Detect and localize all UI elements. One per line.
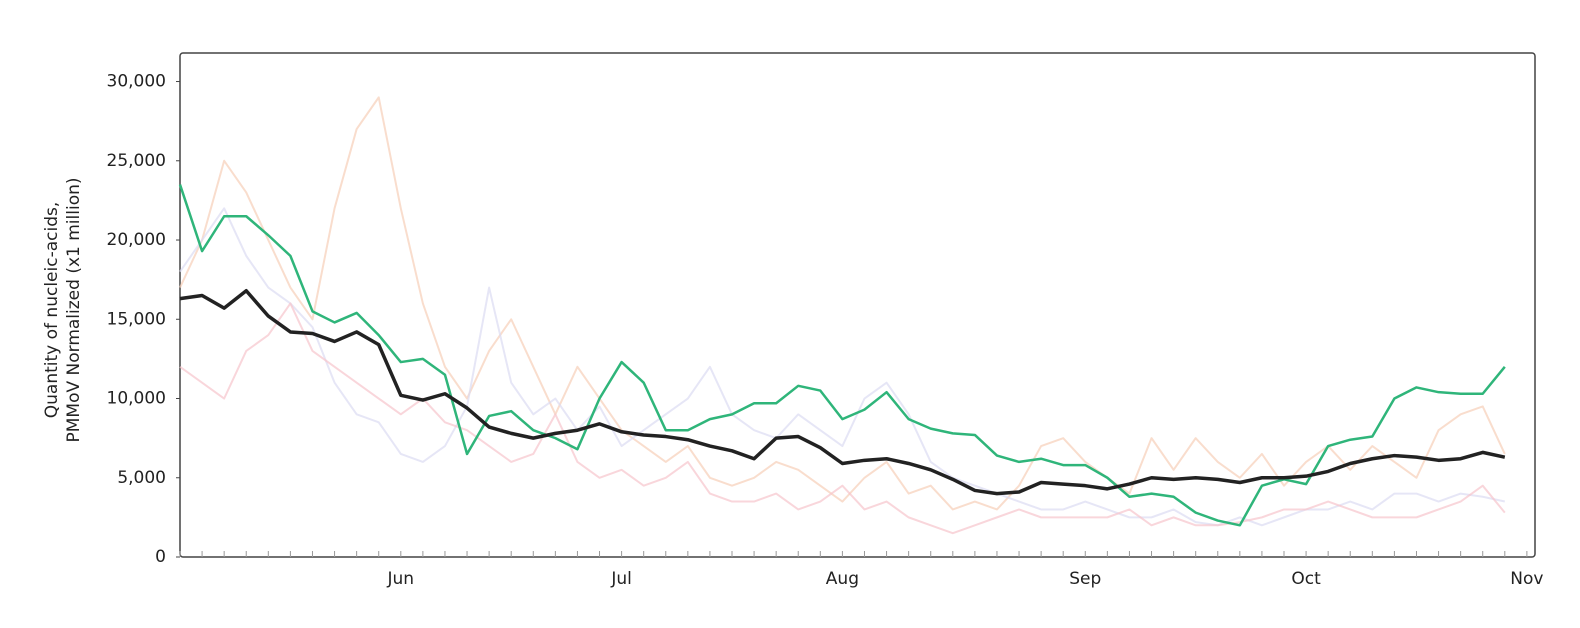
y-tick-label: 25,000 — [107, 151, 166, 171]
y-tick-label: 20,000 — [107, 230, 166, 250]
series-line — [179, 207, 1506, 527]
y-axis-label: PMMoV Normalized (x1 million) — [64, 177, 84, 442]
series-line — [179, 96, 1506, 511]
x-tick-label: Aug — [826, 569, 859, 589]
series-line — [178, 184, 1506, 527]
y-tick-label: 0 — [155, 547, 166, 567]
series-line — [179, 288, 1506, 496]
x-tick-label: Oct — [1291, 569, 1321, 589]
x-tick-label: Jul — [610, 569, 632, 589]
x-tick-label: Nov — [1510, 569, 1543, 589]
x-tick-label: Jun — [387, 569, 415, 589]
x-tick-label: Sep — [1069, 569, 1101, 589]
y-tick-label: 10,000 — [107, 389, 166, 409]
y-tick-label: 15,000 — [107, 309, 166, 329]
plot-frame — [179, 52, 1536, 558]
y-tick-label: 5,000 — [117, 468, 166, 488]
y-tick-label: 30,000 — [107, 72, 166, 92]
y-axis-label: Quantity of nucleic-acids, — [42, 202, 62, 418]
series-line — [179, 302, 1506, 535]
